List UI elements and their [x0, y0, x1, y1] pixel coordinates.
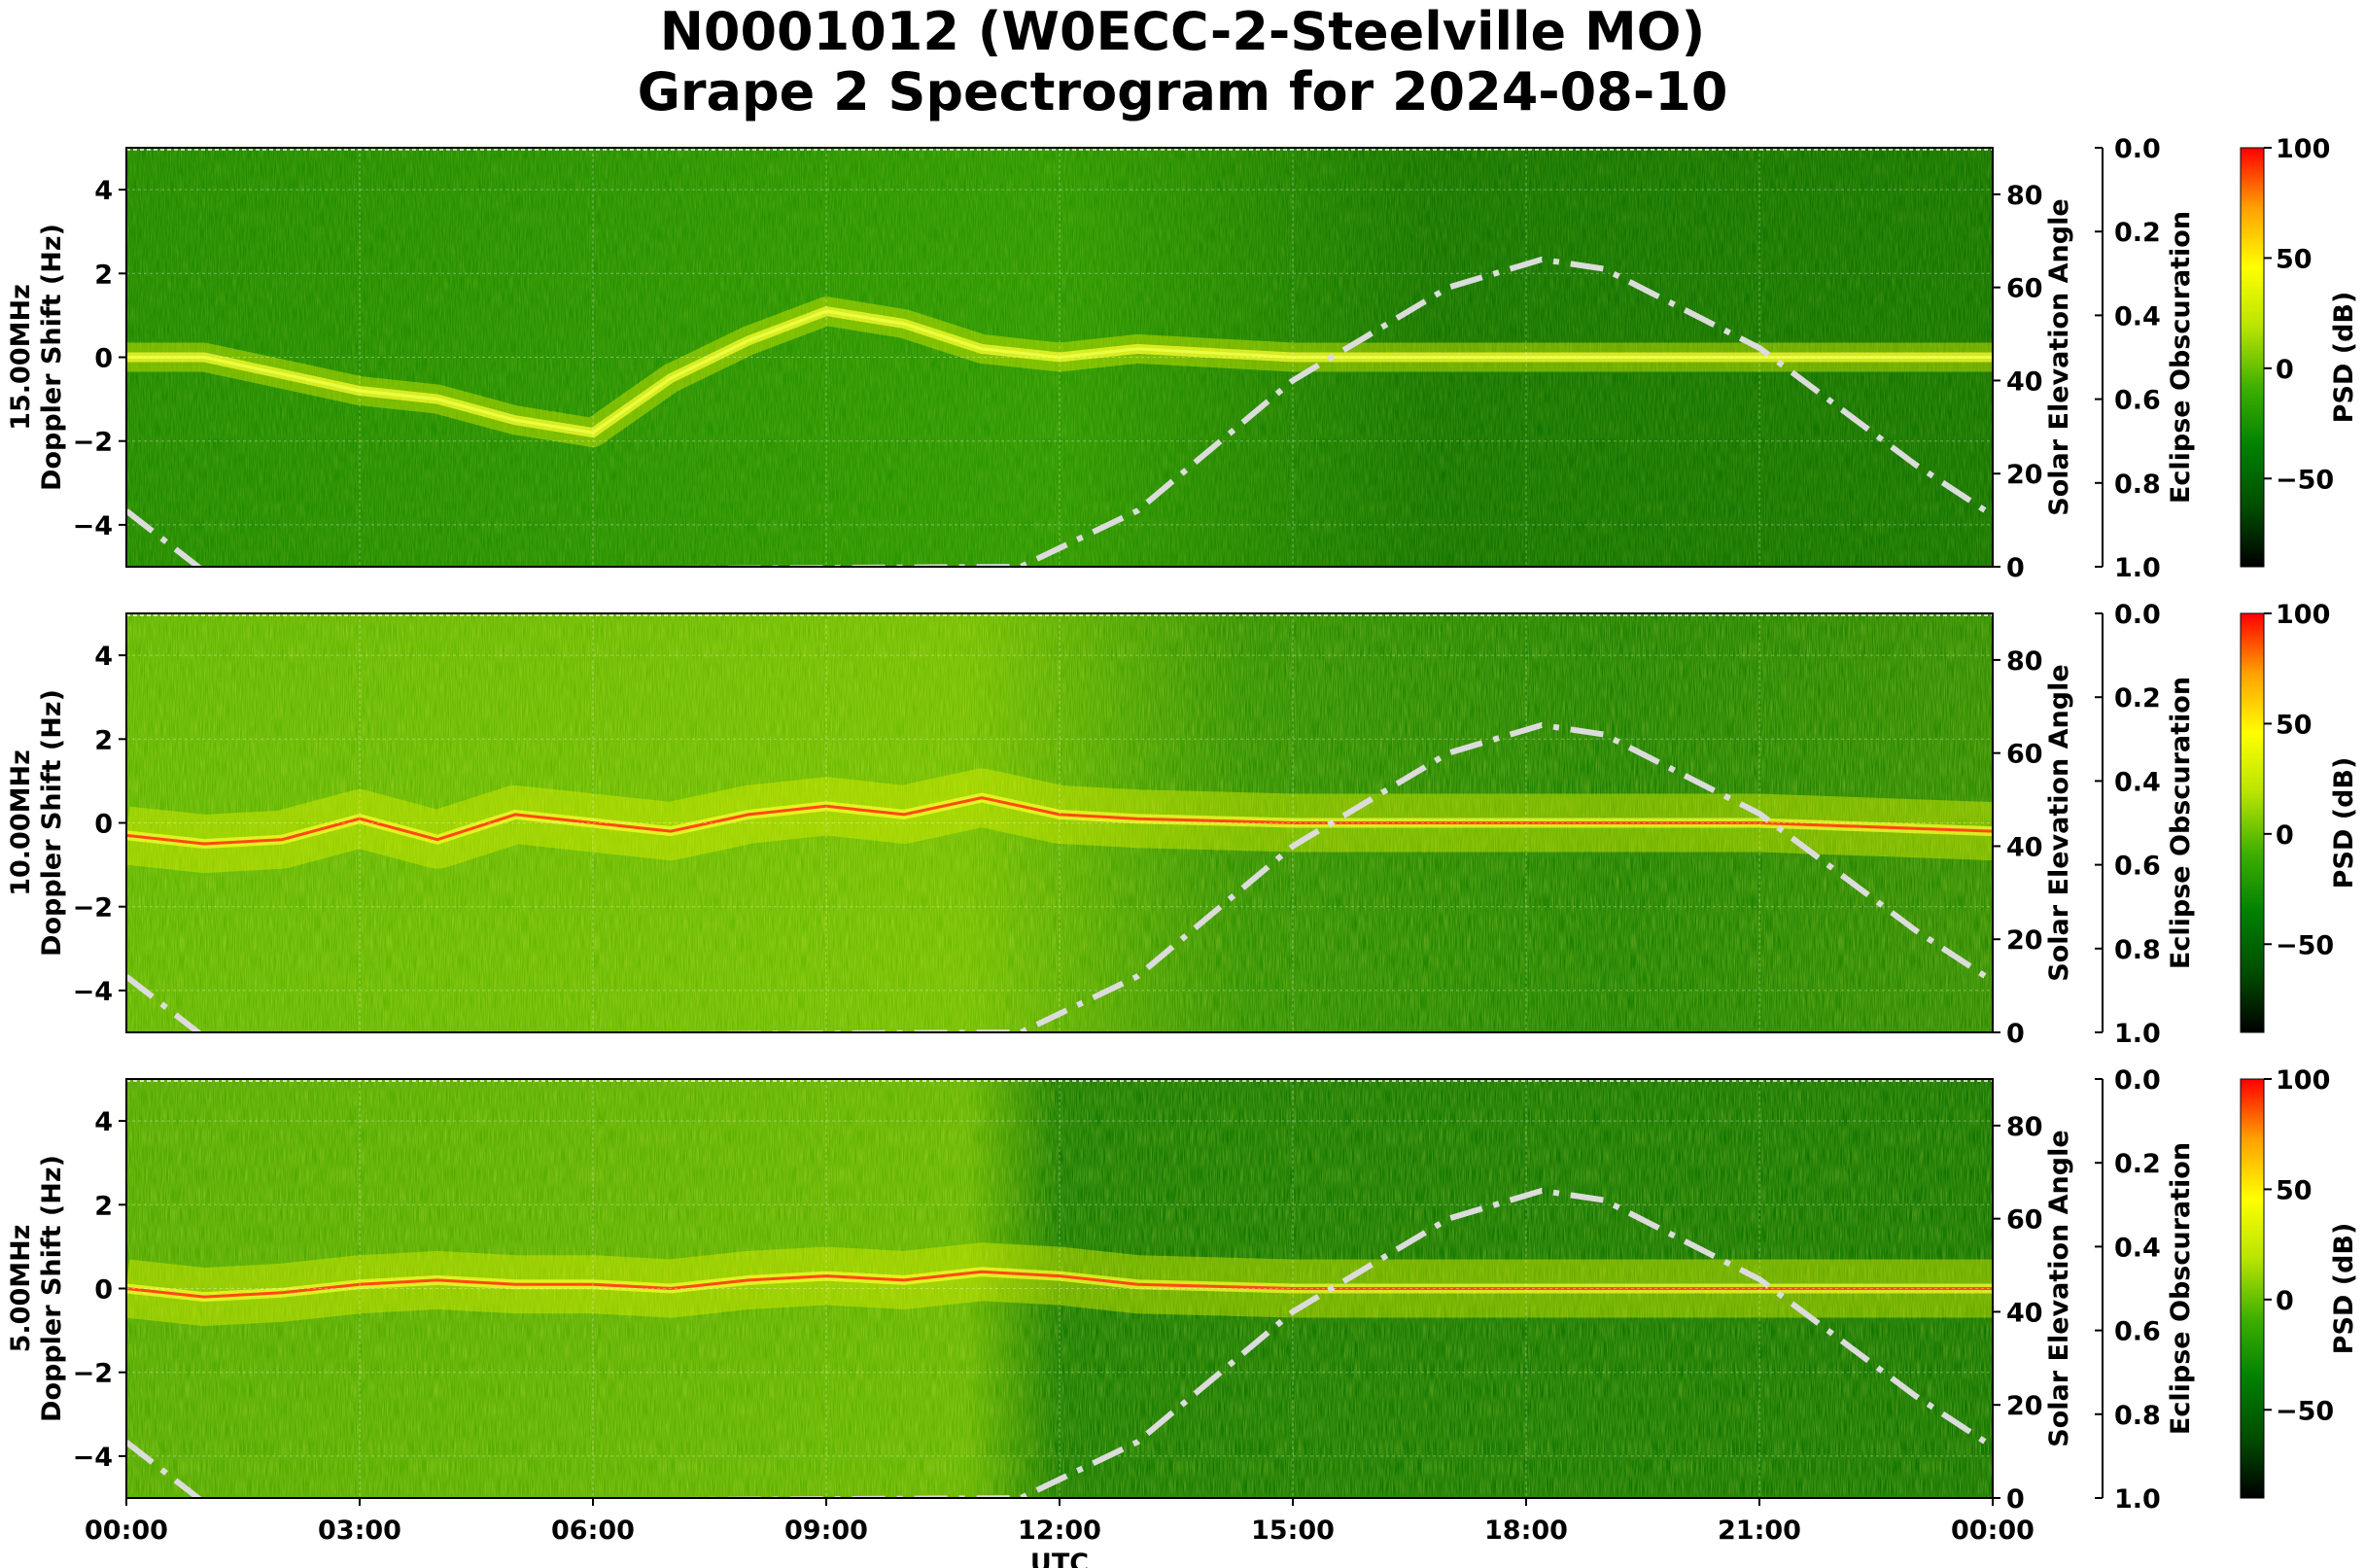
colorbar-tick-label: 50 — [2276, 244, 2313, 274]
grid — [126, 1079, 1993, 1498]
y-tick-label: 4 — [94, 1107, 113, 1137]
colorbar-label: PSD (dB) — [2329, 1223, 2359, 1355]
solar-tick-label: 80 — [2006, 1112, 2043, 1142]
colorbar-tick-label: 0 — [2276, 355, 2294, 385]
solar-tick-label: 0 — [2006, 553, 2025, 583]
eclipse-tick-label: 0.6 — [2114, 852, 2161, 882]
y-tick-label: 4 — [94, 642, 113, 672]
x-axis-label: UTC — [1030, 1549, 1089, 1568]
eclipse-obscuration-label: Eclipse Obscuration — [2166, 211, 2196, 504]
eclipse-tick-label: 0.0 — [2114, 1065, 2161, 1096]
solar-tick-label: 60 — [2006, 274, 2043, 304]
eclipse-tick-label: 0.8 — [2114, 1401, 2161, 1431]
solar-tick-label: 40 — [2006, 832, 2043, 862]
solar-elevation-label: Solar Elevation Angle — [2044, 664, 2074, 981]
y-tick-label: −2 — [73, 428, 113, 458]
solar-tick-label: 60 — [2006, 1205, 2043, 1236]
eclipse-tick-label: 0.4 — [2114, 301, 2161, 331]
panel-10.00MHz: 420−2−410.00MHz Doppler Shift (Hz)8060402… — [6, 600, 2359, 1049]
solar-tick-label: 0 — [2006, 1019, 2025, 1049]
eclipse-tick-label: 0.4 — [2114, 1233, 2161, 1263]
solar-tick-label: 40 — [2006, 366, 2043, 397]
eclipse-obscuration-label: Eclipse Obscuration — [2166, 677, 2196, 969]
solar-tick-label: 20 — [2006, 1391, 2043, 1421]
y-tick-label: 4 — [94, 176, 113, 206]
x-tick-label: 18:00 — [1484, 1516, 1568, 1546]
y-tick-label: 0 — [94, 344, 113, 374]
y-tick-label: 2 — [94, 260, 113, 290]
eclipse-tick-label: 0.8 — [2114, 470, 2161, 500]
solar-tick-label: 80 — [2006, 181, 2043, 211]
solar-tick-label: 20 — [2006, 460, 2043, 490]
y-tick-label: 2 — [94, 1191, 113, 1221]
y-axis-label: Doppler Shift (Hz) — [37, 689, 67, 957]
grid — [126, 613, 1993, 1032]
x-tick-label: 00:00 — [85, 1516, 168, 1546]
eclipse-tick-label: 0.2 — [2114, 683, 2161, 714]
panel-5.00MHz: 420−2−45.00MHz Doppler Shift (Hz)80604020… — [6, 1065, 2359, 1515]
eclipse-tick-label: 0.8 — [2114, 935, 2161, 965]
solar-tick-label: 80 — [2006, 646, 2043, 677]
frequency-label: 5.00MHz — [6, 1225, 36, 1353]
y-tick-label: −4 — [73, 977, 113, 1007]
x-tick-label: 15:00 — [1251, 1516, 1335, 1546]
colorbar-tick-label: −50 — [2276, 1396, 2334, 1426]
chart-title-line1: N0001012 (W0ECC-2-Steelville MO) — [659, 1, 1706, 62]
colorbar-tick-label: 100 — [2276, 1065, 2330, 1096]
colorbar-tick-label: 50 — [2276, 1175, 2313, 1205]
eclipse-tick-label: 0.6 — [2114, 1317, 2161, 1347]
frequency-label: 15.00MHz — [6, 284, 36, 431]
x-tick-label: 21:00 — [1718, 1516, 1801, 1546]
solar-elevation-label: Solar Elevation Angle — [2044, 198, 2074, 515]
colorbar — [2240, 612, 2265, 1033]
colorbar — [2240, 147, 2265, 568]
colorbar-tick-label: −50 — [2276, 930, 2334, 960]
doppler-trace — [126, 309, 1993, 435]
eclipse-tick-label: 0.6 — [2114, 386, 2161, 416]
colorbar — [2240, 1078, 2265, 1499]
eclipse-tick-label: 0.4 — [2114, 767, 2161, 797]
y-tick-label: −2 — [73, 1359, 113, 1389]
panel-15.00MHz: 420−2−415.00MHz Doppler Shift (Hz)8060402… — [6, 134, 2359, 583]
eclipse-tick-label: 0.2 — [2114, 218, 2161, 248]
eclipse-tick-label: 1.0 — [2114, 553, 2161, 583]
x-tick-label: 03:00 — [318, 1516, 401, 1546]
eclipse-tick-label: 0.0 — [2114, 600, 2161, 630]
eclipse-tick-label: 1.0 — [2114, 1019, 2161, 1049]
solar-tick-label: 0 — [2006, 1484, 2025, 1515]
y-tick-label: 2 — [94, 725, 113, 755]
colorbar-tick-label: 0 — [2276, 1286, 2294, 1316]
colorbar-tick-label: 100 — [2276, 134, 2330, 164]
grid — [126, 148, 1993, 567]
solar-tick-label: 40 — [2006, 1298, 2043, 1328]
y-tick-label: −2 — [73, 893, 113, 923]
x-tick-label: 00:00 — [1951, 1516, 2035, 1546]
frequency-label: 10.00MHz — [6, 749, 36, 896]
colorbar-label: PSD (dB) — [2329, 292, 2359, 424]
x-tick-label: 06:00 — [551, 1516, 635, 1546]
eclipse-tick-label: 0.2 — [2114, 1149, 2161, 1179]
x-tick-label: 09:00 — [784, 1516, 868, 1546]
y-tick-label: 0 — [94, 810, 113, 840]
solar-elevation-label: Solar Elevation Angle — [2044, 1130, 2074, 1446]
y-axis-label: Doppler Shift (Hz) — [37, 1155, 67, 1422]
colorbar-tick-label: 50 — [2276, 710, 2313, 740]
y-tick-label: −4 — [73, 511, 113, 541]
chart-title-line2: Grape 2 Spectrogram for 2024-08-10 — [637, 61, 1728, 122]
solar-tick-label: 20 — [2006, 925, 2043, 956]
y-axis-label: Doppler Shift (Hz) — [37, 224, 67, 491]
colorbar-label: PSD (dB) — [2329, 757, 2359, 889]
y-tick-label: −4 — [73, 1443, 113, 1473]
solar-tick-label: 60 — [2006, 740, 2043, 770]
colorbar-tick-label: 0 — [2276, 820, 2294, 851]
colorbar-tick-label: 100 — [2276, 600, 2330, 630]
colorbar-tick-label: −50 — [2276, 465, 2334, 495]
x-tick-label: 12:00 — [1018, 1516, 1101, 1546]
eclipse-tick-label: 0.0 — [2114, 134, 2161, 164]
y-tick-label: 0 — [94, 1275, 113, 1306]
eclipse-obscuration-label: Eclipse Obscuration — [2166, 1142, 2196, 1435]
eclipse-tick-label: 1.0 — [2114, 1484, 2161, 1515]
